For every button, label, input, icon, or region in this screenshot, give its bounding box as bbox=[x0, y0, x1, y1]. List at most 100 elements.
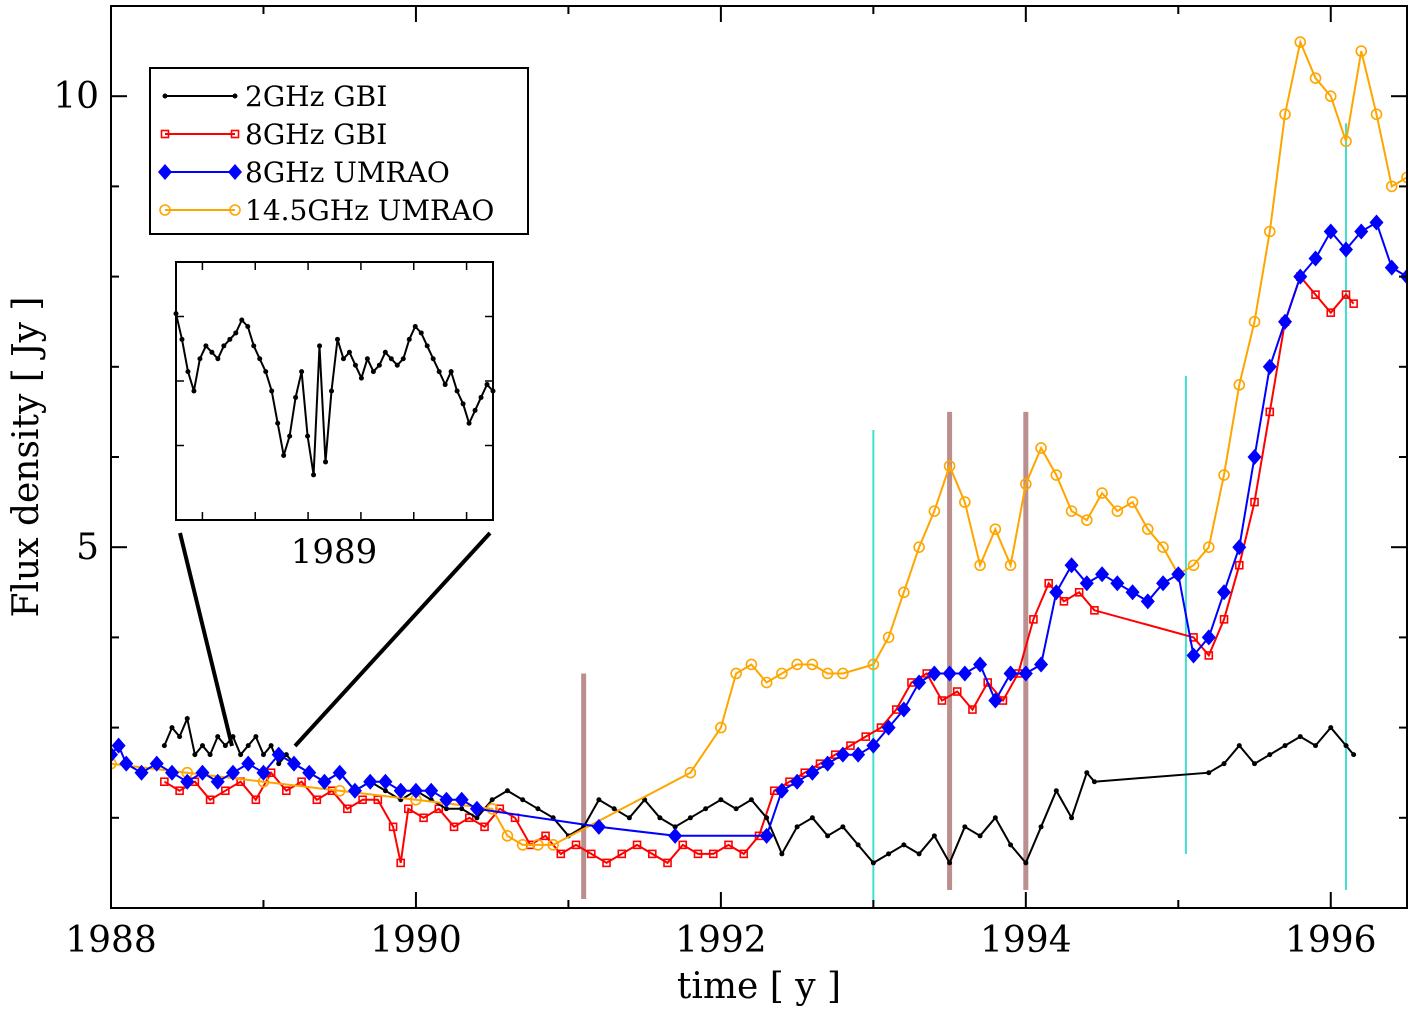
inset-data-point bbox=[305, 433, 311, 439]
data-point bbox=[678, 840, 688, 850]
data-point bbox=[333, 784, 346, 797]
inset-data-point bbox=[370, 369, 376, 375]
data-point bbox=[794, 824, 800, 830]
data-point bbox=[708, 849, 718, 859]
data-point bbox=[1294, 36, 1307, 48]
inset-data-point bbox=[233, 330, 239, 336]
data-point bbox=[547, 839, 559, 851]
data-point bbox=[1171, 566, 1186, 583]
data-point bbox=[454, 791, 469, 808]
data-point bbox=[358, 795, 367, 805]
data-point bbox=[912, 674, 927, 691]
data-point bbox=[947, 860, 953, 866]
data-point bbox=[626, 815, 632, 821]
data-point bbox=[718, 797, 724, 803]
data-point bbox=[1279, 108, 1291, 121]
data-point bbox=[791, 658, 803, 671]
data-point bbox=[866, 737, 881, 754]
data-point bbox=[532, 839, 544, 851]
inset-data-point bbox=[317, 343, 323, 349]
inset-data-point bbox=[358, 375, 364, 381]
data-point bbox=[962, 824, 968, 830]
data-point bbox=[474, 815, 480, 821]
inset-data-point bbox=[179, 336, 185, 342]
data-point bbox=[693, 849, 703, 859]
data-point bbox=[111, 757, 117, 770]
data-point bbox=[790, 773, 805, 790]
data-point bbox=[393, 782, 408, 799]
data-point bbox=[821, 667, 834, 680]
legend-swatch-marker bbox=[162, 93, 168, 99]
inset-data-point bbox=[269, 388, 275, 394]
data-point bbox=[486, 802, 498, 815]
inset-data-point bbox=[352, 362, 358, 368]
legend-swatch-marker bbox=[159, 204, 171, 216]
data-point bbox=[332, 764, 347, 781]
data-point bbox=[977, 833, 983, 839]
data-point bbox=[1020, 478, 1032, 490]
data-point bbox=[745, 658, 758, 671]
data-point bbox=[1095, 566, 1110, 583]
data-point bbox=[283, 752, 289, 758]
legend: 2GHz GBI 8GHz GBI 8GHz UMRAO 14.5GHz UMRAO bbox=[149, 67, 529, 235]
data-point bbox=[760, 676, 773, 689]
data-point bbox=[312, 795, 322, 805]
data-point bbox=[806, 658, 819, 671]
y-tick-label: 5 bbox=[76, 527, 99, 568]
data-point bbox=[177, 734, 183, 740]
data-point bbox=[282, 786, 291, 796]
inset-data-point bbox=[436, 369, 442, 375]
data-point bbox=[989, 523, 1002, 535]
data-point bbox=[1278, 313, 1293, 330]
data-point bbox=[881, 719, 896, 736]
data-point bbox=[408, 782, 423, 799]
data-point bbox=[898, 586, 910, 599]
data-point bbox=[111, 737, 126, 754]
data-point bbox=[396, 858, 405, 868]
data-point bbox=[1354, 223, 1369, 240]
x-tick-label: 1990 bbox=[370, 920, 462, 961]
data-point bbox=[1004, 559, 1017, 572]
data-point bbox=[1262, 358, 1277, 375]
data-point bbox=[317, 773, 332, 790]
data-point bbox=[617, 849, 627, 859]
data-point bbox=[764, 815, 770, 821]
inset-data-point bbox=[275, 420, 281, 426]
data-point bbox=[1355, 45, 1368, 57]
data-point bbox=[1351, 752, 1357, 758]
data-point bbox=[286, 755, 301, 772]
data-point bbox=[149, 755, 164, 772]
data-point bbox=[347, 782, 362, 799]
series-layer bbox=[111, 36, 1407, 868]
inset-data-point bbox=[173, 311, 179, 317]
data-point bbox=[1340, 135, 1352, 148]
data-point bbox=[1370, 108, 1383, 121]
data-point bbox=[111, 746, 118, 763]
inset-data-point bbox=[340, 356, 346, 362]
data-point bbox=[1059, 597, 1069, 606]
inset-data-point bbox=[412, 324, 418, 329]
data-point bbox=[238, 752, 244, 758]
data-point bbox=[1096, 487, 1108, 499]
inset-data-point bbox=[215, 356, 221, 362]
inset-data-point bbox=[376, 362, 382, 368]
data-point bbox=[942, 665, 957, 682]
inset-data-point bbox=[400, 356, 406, 362]
data-point bbox=[134, 764, 149, 781]
data-point bbox=[516, 839, 529, 851]
data-point bbox=[195, 764, 210, 781]
data-point bbox=[443, 806, 449, 812]
data-point bbox=[809, 815, 815, 821]
data-point bbox=[245, 743, 251, 749]
data-point bbox=[1282, 743, 1288, 749]
data-point bbox=[164, 764, 179, 781]
series-line bbox=[163, 715, 1355, 866]
data-point bbox=[1232, 539, 1247, 556]
data-point bbox=[851, 746, 866, 763]
data-point bbox=[1248, 315, 1261, 328]
data-point bbox=[1328, 725, 1334, 731]
data-point bbox=[241, 755, 256, 772]
data-point bbox=[215, 734, 221, 740]
data-point bbox=[1267, 752, 1273, 758]
